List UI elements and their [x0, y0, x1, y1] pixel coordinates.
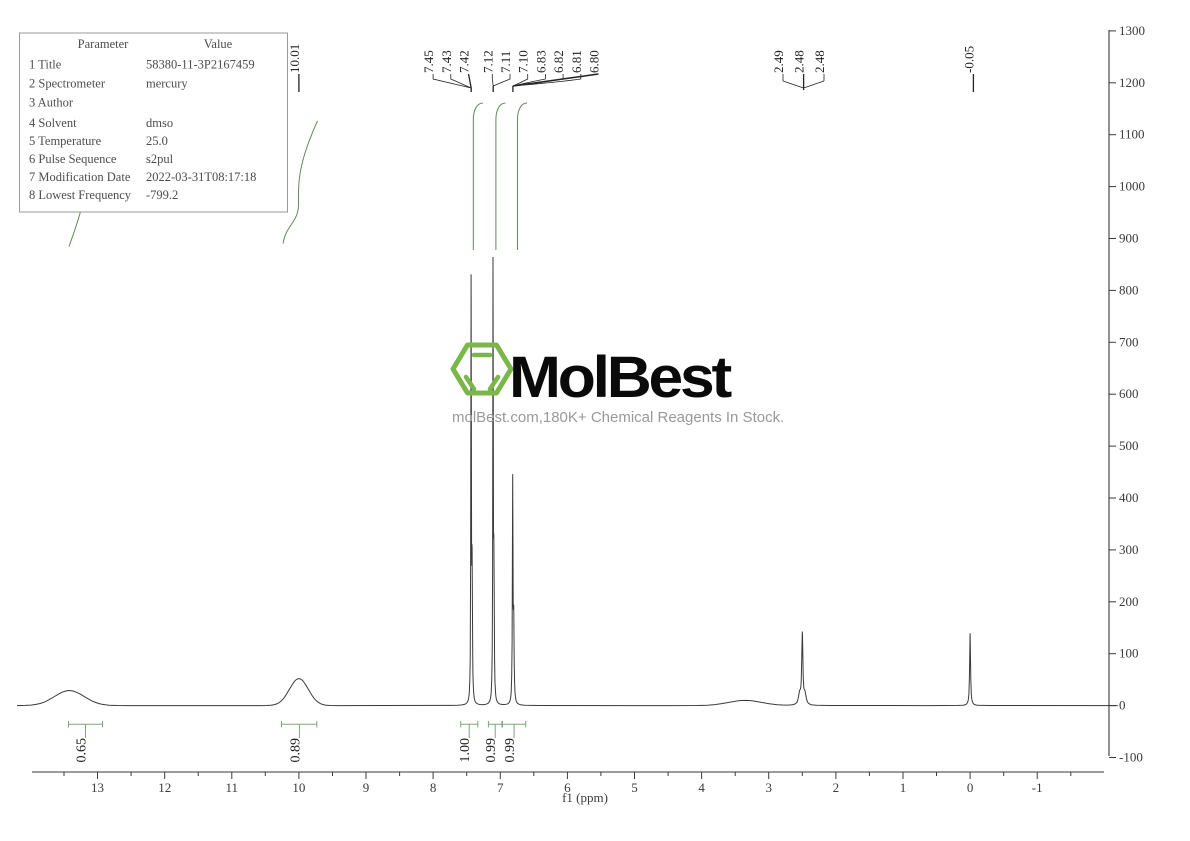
svg-text:f1 (ppm): f1 (ppm)	[562, 790, 608, 805]
svg-text:-799.2: -799.2	[146, 188, 178, 202]
svg-text:0.99: 0.99	[503, 738, 518, 763]
svg-text:6.83: 6.83	[533, 50, 548, 73]
svg-text:700: 700	[1119, 334, 1139, 349]
svg-text:7.10: 7.10	[516, 50, 531, 73]
svg-text:11: 11	[226, 780, 239, 795]
svg-text:25.0: 25.0	[146, 134, 168, 148]
svg-text:1 Title: 1 Title	[29, 58, 62, 72]
svg-text:400: 400	[1119, 490, 1139, 505]
svg-text:7.11: 7.11	[498, 51, 513, 73]
svg-text:2.48: 2.48	[792, 50, 807, 73]
svg-text:1: 1	[900, 780, 907, 795]
svg-text:7 Modification Date: 7 Modification Date	[29, 170, 131, 184]
svg-text:100: 100	[1119, 646, 1139, 661]
svg-text:200: 200	[1119, 594, 1139, 609]
svg-text:9: 9	[363, 780, 370, 795]
svg-text:0: 0	[1119, 698, 1126, 713]
svg-text:2022-03-31T08:17:18: 2022-03-31T08:17:18	[146, 170, 256, 184]
svg-text:0: 0	[967, 780, 974, 795]
svg-text:7.43: 7.43	[439, 50, 454, 73]
svg-text:58380-11-3P2167459: 58380-11-3P2167459	[146, 58, 255, 72]
svg-text:7.42: 7.42	[457, 50, 472, 73]
svg-text:7.12: 7.12	[480, 50, 495, 73]
svg-text:3 Author: 3 Author	[29, 96, 74, 110]
svg-text:2 Spectrometer: 2 Spectrometer	[29, 77, 106, 91]
svg-text:8 Lowest Frequency: 8 Lowest Frequency	[29, 188, 132, 202]
svg-text:1000: 1000	[1119, 179, 1145, 194]
svg-text:0.89: 0.89	[288, 738, 303, 763]
svg-text:-100: -100	[1119, 750, 1143, 765]
svg-text:0.99: 0.99	[484, 738, 499, 763]
svg-text:Parameter: Parameter	[78, 37, 130, 51]
svg-text:4 Solvent: 4 Solvent	[29, 116, 77, 130]
svg-text:7.45: 7.45	[421, 50, 436, 73]
svg-text:800: 800	[1119, 282, 1139, 297]
svg-text:1.00: 1.00	[458, 738, 473, 763]
svg-text:MolBest: MolBest	[509, 345, 732, 410]
svg-text:0.65: 0.65	[75, 738, 90, 763]
svg-text:2: 2	[833, 780, 840, 795]
svg-text:-1: -1	[1032, 780, 1043, 795]
svg-text:300: 300	[1119, 542, 1139, 557]
svg-text:600: 600	[1119, 386, 1139, 401]
svg-text:1200: 1200	[1119, 75, 1145, 90]
svg-text:6.82: 6.82	[551, 50, 566, 73]
svg-text:3: 3	[765, 780, 772, 795]
svg-text:Value: Value	[204, 37, 233, 51]
svg-text:5 Temperature: 5 Temperature	[29, 134, 102, 148]
svg-text:mercury: mercury	[146, 77, 188, 91]
svg-text:13: 13	[91, 780, 104, 795]
svg-text:6.80: 6.80	[587, 50, 602, 73]
svg-text:s2pul: s2pul	[146, 152, 174, 166]
svg-text:900: 900	[1119, 231, 1139, 246]
svg-text:6 Pulse Sequence: 6 Pulse Sequence	[29, 152, 117, 166]
svg-text:4: 4	[698, 780, 705, 795]
svg-text:10: 10	[292, 780, 305, 795]
svg-text:10.01: 10.01	[287, 44, 302, 73]
svg-text:5: 5	[631, 780, 638, 795]
svg-text:500: 500	[1119, 438, 1139, 453]
svg-text:-0.05: -0.05	[961, 46, 976, 73]
svg-text:1300: 1300	[1119, 23, 1145, 38]
svg-text:7: 7	[497, 780, 504, 795]
svg-text:6.81: 6.81	[569, 50, 584, 73]
svg-text:molBest.com,180K+ Chemical Rea: molBest.com,180K+ Chemical Reagents In S…	[452, 409, 784, 426]
svg-text:8: 8	[430, 780, 437, 795]
svg-text:dmso: dmso	[146, 116, 173, 130]
svg-text:2.48: 2.48	[812, 50, 827, 73]
svg-text:2.49: 2.49	[771, 50, 786, 73]
svg-text:12: 12	[158, 780, 171, 795]
svg-text:1100: 1100	[1119, 127, 1145, 142]
